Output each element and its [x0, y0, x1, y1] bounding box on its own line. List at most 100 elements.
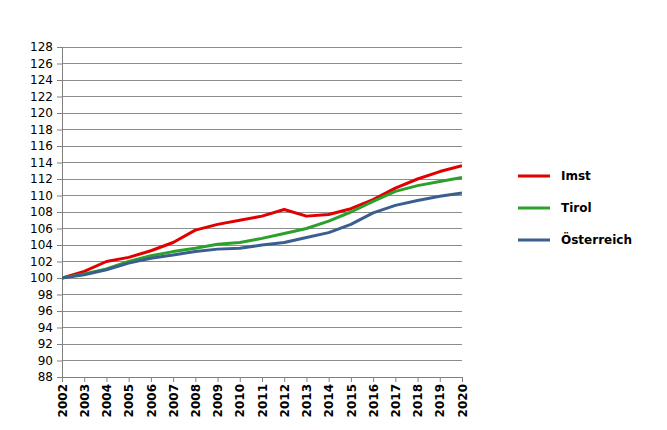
grid-line	[62, 146, 462, 147]
y-tick-label: 104	[30, 238, 53, 252]
y-tick-label: 98	[38, 288, 53, 302]
x-tick-label: 2017	[389, 384, 403, 417]
y-tick: 110	[30, 189, 62, 203]
y-tick: 124	[30, 73, 62, 87]
y-tick-label: 128	[30, 40, 53, 54]
grid-line	[62, 261, 462, 262]
y-tick-mark	[57, 64, 62, 65]
legend-label: Imst	[561, 169, 591, 183]
series-line	[62, 193, 462, 278]
y-tick: 108	[30, 205, 62, 219]
y-tick-mark	[57, 328, 62, 329]
grid-line	[62, 113, 462, 114]
x-tick: 2011	[256, 377, 270, 417]
y-tick-label: 92	[38, 337, 53, 351]
plot-lines	[62, 166, 462, 278]
y-tick: 128	[30, 40, 62, 54]
y-tick-mark	[57, 163, 62, 164]
x-tick: 2010	[233, 377, 247, 417]
x-tick-mark	[306, 377, 307, 382]
legend: ImstTirolÖsterreich	[518, 169, 632, 247]
x-tick: 2004	[100, 377, 114, 417]
y-axis-line	[57, 48, 63, 378]
x-tick-mark	[84, 377, 85, 382]
grid-line	[62, 311, 462, 312]
grid	[62, 47, 462, 377]
x-tick-label: 2002	[56, 384, 70, 417]
y-tick: 106	[30, 222, 62, 236]
y-tick-mark	[57, 113, 62, 114]
x-tick: 2016	[367, 377, 381, 417]
grid-line	[62, 129, 462, 130]
x-tick-label: 2007	[167, 384, 181, 417]
series-line	[62, 166, 462, 278]
grid-line	[62, 195, 462, 196]
y-tick: 120	[30, 106, 62, 120]
grid-line	[62, 179, 462, 180]
series-line	[62, 177, 462, 278]
x-tick-mark	[418, 377, 419, 382]
x-tick: 2006	[145, 377, 159, 417]
grid-line	[62, 278, 462, 279]
y-tick-mark	[57, 245, 62, 246]
y-tick-label: 96	[38, 304, 53, 318]
x-tick-mark	[218, 377, 219, 382]
y-tick-label: 94	[38, 321, 53, 335]
y-tick: 122	[30, 90, 62, 104]
x-tick-label: 2009	[211, 384, 225, 417]
x-tick-mark	[440, 377, 441, 382]
x-tick-label: 2020	[456, 384, 470, 417]
grid-line	[62, 327, 462, 328]
y-tick-label: 108	[30, 205, 53, 219]
x-tick-label: 2010	[233, 384, 247, 417]
x-tick-label: 2016	[367, 384, 381, 417]
x-tick-mark	[329, 377, 330, 382]
y-tick: 88	[38, 370, 62, 384]
legend-label: Tirol	[561, 201, 592, 215]
y-tick-mark	[57, 47, 62, 48]
x-tick-label: 2005	[122, 384, 136, 417]
x-tick-mark	[395, 377, 396, 382]
y-tick-mark	[57, 361, 62, 362]
y-tick-mark	[57, 97, 62, 98]
y-tick-mark	[57, 295, 62, 296]
y-tick: 114	[30, 156, 62, 170]
y-tick: 102	[30, 255, 62, 269]
y-tick-label: 112	[30, 172, 53, 186]
y-tick-mark	[57, 344, 62, 345]
x-tick-label: 2013	[300, 384, 314, 417]
y-tick-label: 120	[30, 106, 53, 120]
y-tick-mark	[57, 229, 62, 230]
x-tick: 2018	[411, 377, 425, 417]
x-tick: 2002	[56, 377, 70, 417]
y-tick-label: 106	[30, 222, 53, 236]
legend-swatch	[518, 207, 550, 210]
x-tick-mark	[462, 377, 463, 382]
y-tick-mark	[57, 278, 62, 279]
x-tick-label: 2006	[145, 384, 159, 417]
x-tick: 2015	[345, 377, 359, 417]
grid-line	[62, 228, 462, 229]
legend-swatch	[518, 175, 550, 178]
y-tick-mark	[57, 130, 62, 131]
grid-line	[62, 96, 462, 97]
y-tick: 100	[30, 271, 62, 285]
x-tick-mark	[62, 377, 63, 382]
y-tick-label: 124	[30, 73, 53, 87]
x-tick-label: 2012	[278, 384, 292, 417]
x-tick-label: 2014	[322, 384, 336, 417]
y-tick-mark	[57, 262, 62, 263]
x-tick-mark	[240, 377, 241, 382]
y-tick: 90	[38, 354, 62, 368]
y-tick-label: 116	[30, 139, 53, 153]
grid-line	[62, 63, 462, 64]
legend-swatch	[518, 239, 550, 242]
y-tick: 116	[30, 139, 62, 153]
x-tick-mark	[262, 377, 263, 382]
y-tick-label: 88	[38, 370, 53, 384]
y-tick-mark	[57, 80, 62, 81]
y-tick-label: 102	[30, 255, 53, 269]
y-tick-mark	[57, 179, 62, 180]
y-tick-label: 100	[30, 271, 53, 285]
x-tick-label: 2008	[189, 384, 203, 417]
